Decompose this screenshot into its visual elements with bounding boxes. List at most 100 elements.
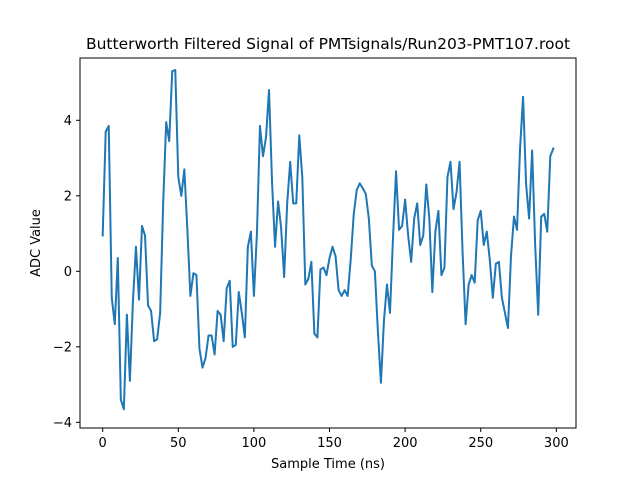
data-point <box>198 347 201 350</box>
data-point <box>546 230 549 233</box>
data-point <box>349 259 352 261</box>
data-point <box>292 202 295 205</box>
data-point <box>243 336 246 339</box>
data-point <box>440 274 443 276</box>
data-point <box>504 311 506 314</box>
data-point <box>262 155 264 158</box>
data-point <box>237 291 240 293</box>
data-point <box>204 357 207 360</box>
data-point <box>337 289 340 292</box>
data-point <box>531 149 534 152</box>
data-point <box>119 398 122 401</box>
data-point <box>380 381 382 384</box>
data-point <box>213 353 216 356</box>
data-point <box>280 227 283 229</box>
data-point <box>129 379 131 382</box>
data-point <box>104 130 107 133</box>
data-point <box>358 182 361 185</box>
data-point <box>416 202 419 205</box>
data-point <box>383 319 385 322</box>
data-point <box>216 310 219 312</box>
data-point <box>482 243 485 246</box>
data-point <box>476 219 479 222</box>
data-point <box>431 291 434 293</box>
data-point <box>537 313 540 316</box>
data-point <box>289 160 292 163</box>
data-point <box>434 230 437 233</box>
data-point <box>295 202 298 205</box>
data-point <box>107 125 110 127</box>
data-point <box>425 183 428 186</box>
data-point <box>392 236 394 239</box>
data-point <box>310 260 313 263</box>
data-point <box>122 408 125 411</box>
data-point <box>256 232 258 235</box>
data-point <box>540 215 543 218</box>
chart-title: Butterworth Filtered Signal of PMTsignal… <box>86 35 570 53</box>
data-point <box>156 338 159 341</box>
data-point <box>464 323 467 326</box>
y-tick-label: 4 <box>64 114 72 129</box>
data-point <box>494 262 497 265</box>
data-point <box>370 264 373 267</box>
data-point <box>352 213 355 216</box>
data-point <box>113 323 116 326</box>
data-point <box>101 234 104 237</box>
y-axis-label: ADC Value <box>29 209 44 277</box>
data-point <box>165 121 168 124</box>
data-point <box>328 257 331 259</box>
data-point <box>377 330 379 333</box>
data-point <box>316 336 319 339</box>
data-point <box>398 228 400 231</box>
data-point <box>346 294 349 297</box>
data-point <box>373 270 376 273</box>
data-point <box>249 230 252 233</box>
y-axis: −4 −2 0 2 4 <box>53 114 80 431</box>
data-point <box>422 234 425 237</box>
data-point <box>177 176 180 178</box>
x-tick-label: 200 <box>393 436 418 451</box>
data-point <box>355 189 358 192</box>
data-point <box>404 198 407 201</box>
data-point <box>271 181 273 184</box>
data-point <box>186 228 189 231</box>
data-point <box>395 170 397 173</box>
series-layer <box>101 69 555 411</box>
data-point <box>240 311 243 314</box>
y-tick-label: 2 <box>64 189 72 204</box>
data-point <box>153 340 156 343</box>
data-point <box>180 194 183 197</box>
data-point <box>458 160 461 163</box>
x-tick-label: 250 <box>468 436 493 451</box>
data-point <box>473 281 476 284</box>
x-axis-label: Sample Time (ns) <box>271 457 385 472</box>
data-point <box>485 230 488 233</box>
data-point <box>507 327 509 329</box>
data-point <box>522 95 524 98</box>
data-point <box>470 274 473 276</box>
data-point <box>171 70 174 73</box>
data-point <box>443 266 446 269</box>
data-point <box>479 210 482 212</box>
data-point <box>222 340 225 343</box>
data-point <box>201 366 204 369</box>
x-tick-label: 300 <box>544 436 569 451</box>
data-point <box>283 276 286 278</box>
data-point <box>525 183 527 186</box>
data-point <box>319 268 322 271</box>
data-point <box>150 310 152 312</box>
data-point <box>138 298 140 301</box>
data-point <box>401 225 403 227</box>
data-point <box>361 187 364 190</box>
data-point <box>437 210 440 212</box>
data-point <box>331 245 334 248</box>
data-point <box>534 243 537 246</box>
data-point <box>144 234 146 237</box>
data-point <box>501 296 503 299</box>
data-point <box>301 176 304 178</box>
data-point <box>491 296 494 299</box>
data-point <box>277 200 279 203</box>
data-point <box>192 272 195 275</box>
data-point <box>162 202 165 205</box>
